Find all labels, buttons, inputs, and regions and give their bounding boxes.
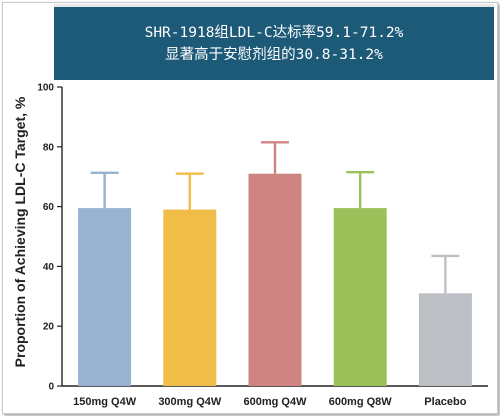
bars	[78, 173, 472, 386]
bar	[163, 209, 217, 386]
category-label: 600mg Q4W	[244, 396, 308, 408]
category-label: 600mg Q8W	[329, 396, 393, 408]
y-tick-label: 60	[43, 202, 55, 213]
bar	[333, 208, 387, 386]
headline-line-1: SHR-1918组LDL-C达标率59.1-71.2%	[144, 24, 404, 41]
bar	[248, 173, 302, 386]
error-bars	[90, 141, 460, 294]
category-labels: 150mg Q4W 300mg Q4W 600mg Q4W 600mg Q8W Plac…	[73, 396, 467, 408]
headline-banner: SHR-1918组LDL-C达标率59.1-71.2% 显著高于安慰剂组的30.…	[54, 4, 494, 80]
bar	[78, 208, 132, 386]
bar	[418, 293, 472, 386]
headline-line-2: 显著高于安慰剂组的30.8-31.2%	[165, 46, 383, 63]
y-tick-label: 20	[43, 322, 55, 333]
category-label: Placebo	[424, 396, 466, 408]
y-tick-labels: 0 20 40 60 80 100	[37, 83, 54, 393]
y-tick-label: 0	[48, 382, 54, 393]
category-label: 150mg Q4W	[73, 396, 137, 408]
category-label: 300mg Q4W	[158, 396, 222, 408]
y-tick-label: 100	[37, 83, 54, 94]
y-axis-label: Proportion of Achieving LDL-C Target, %	[12, 96, 28, 367]
y-tick-label: 40	[43, 262, 55, 273]
y-tick-label: 80	[43, 142, 55, 153]
